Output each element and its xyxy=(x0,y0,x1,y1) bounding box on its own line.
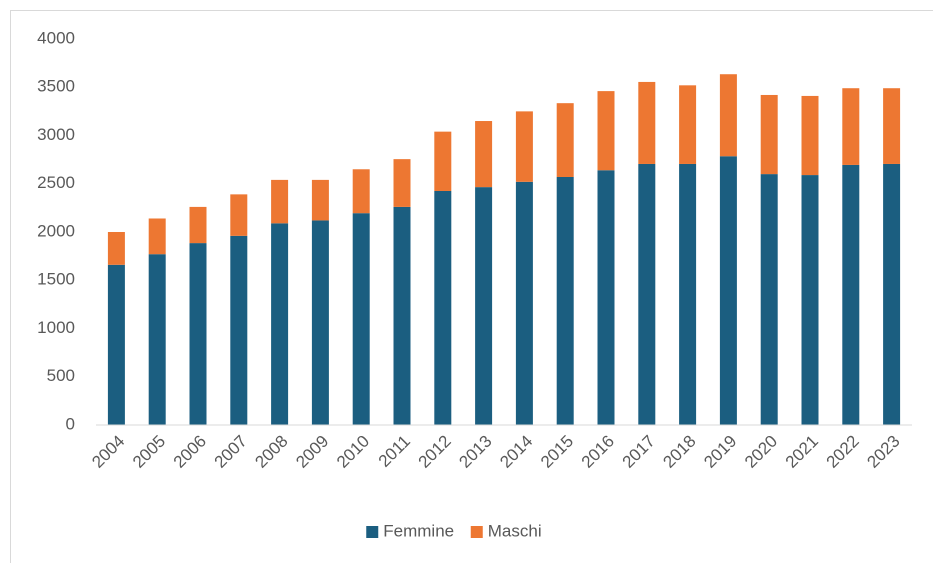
x-tick-label: 2018 xyxy=(659,432,699,472)
bar-segment xyxy=(719,156,737,425)
bar-segment xyxy=(107,264,125,425)
legend-swatch xyxy=(470,526,483,538)
bar-segment xyxy=(760,94,778,175)
bar-segment xyxy=(842,164,860,425)
bar-segment xyxy=(842,88,860,165)
bar-segment xyxy=(352,213,370,425)
bar-segment xyxy=(719,74,737,157)
bar-segment xyxy=(801,95,819,176)
bar-segment xyxy=(148,218,166,255)
bar-segment xyxy=(230,235,248,425)
bar-segment xyxy=(679,163,697,425)
bar-segment xyxy=(515,111,533,182)
chart-frame xyxy=(10,10,933,563)
y-tick-label: 4000 xyxy=(37,28,75,47)
bar-segment xyxy=(434,190,452,425)
y-tick-label: 2500 xyxy=(37,173,75,192)
x-tick-label: 2005 xyxy=(129,432,169,472)
legend-label: Femmine xyxy=(383,521,454,540)
x-tick-label: 2013 xyxy=(455,432,495,472)
x-tick-label: 2006 xyxy=(170,432,210,472)
bar-segment xyxy=(556,103,574,177)
bar-segment xyxy=(679,85,697,164)
legend-swatch xyxy=(366,526,379,538)
y-tick-label: 3500 xyxy=(37,77,75,96)
bar-segment xyxy=(515,181,533,425)
bar-segment xyxy=(883,163,901,425)
x-tick-label: 2012 xyxy=(415,432,455,472)
bar-segment xyxy=(148,254,166,425)
y-tick-label: 3000 xyxy=(37,125,75,144)
bar-segment xyxy=(434,131,452,191)
bar-segment xyxy=(189,243,207,425)
x-tick-label: 2010 xyxy=(333,432,373,472)
bar-segment xyxy=(597,91,615,171)
bar-segment xyxy=(883,88,901,164)
x-tick-label: 2019 xyxy=(700,432,740,472)
x-tick-label: 2014 xyxy=(496,432,536,472)
bar-segment xyxy=(475,121,493,188)
bar-segment xyxy=(271,179,289,224)
x-tick-label: 2004 xyxy=(88,432,128,472)
bar-segment xyxy=(801,175,819,425)
bar-segment xyxy=(393,159,411,207)
y-tick-label: 1000 xyxy=(37,318,75,337)
bar-segment xyxy=(638,81,656,164)
y-tick-label: 1500 xyxy=(37,270,75,289)
x-tick-label: 2017 xyxy=(619,432,659,472)
bar-segment xyxy=(352,169,370,214)
bar-segment xyxy=(271,223,289,425)
x-tick-label: 2021 xyxy=(782,432,822,472)
x-tick-label: 2020 xyxy=(741,432,781,472)
bar-segment xyxy=(230,194,248,236)
x-tick-label: 2023 xyxy=(863,432,903,472)
bar-segment xyxy=(760,174,778,425)
x-tick-label: 2008 xyxy=(251,432,291,472)
bar-segment xyxy=(393,206,411,425)
bar-segment xyxy=(556,176,574,425)
bar-segment xyxy=(475,187,493,425)
x-tick-label: 2022 xyxy=(823,432,863,472)
y-tick-label: 500 xyxy=(47,366,75,385)
bar-segment xyxy=(311,179,329,221)
y-tick-label: 0 xyxy=(66,414,75,433)
x-tick-label: 2007 xyxy=(211,432,251,472)
x-tick-label: 2011 xyxy=(375,432,414,471)
bar-segment xyxy=(597,170,615,425)
legend-label: Maschi xyxy=(488,521,542,540)
bar-segment xyxy=(311,220,329,425)
bar-segment xyxy=(638,163,656,425)
x-tick-label: 2015 xyxy=(537,432,577,472)
bar-segment xyxy=(189,206,207,244)
y-tick-label: 2000 xyxy=(37,221,75,240)
bar-segment xyxy=(107,232,125,265)
x-tick-label: 2016 xyxy=(578,432,618,472)
x-tick-label: 2009 xyxy=(292,432,332,472)
